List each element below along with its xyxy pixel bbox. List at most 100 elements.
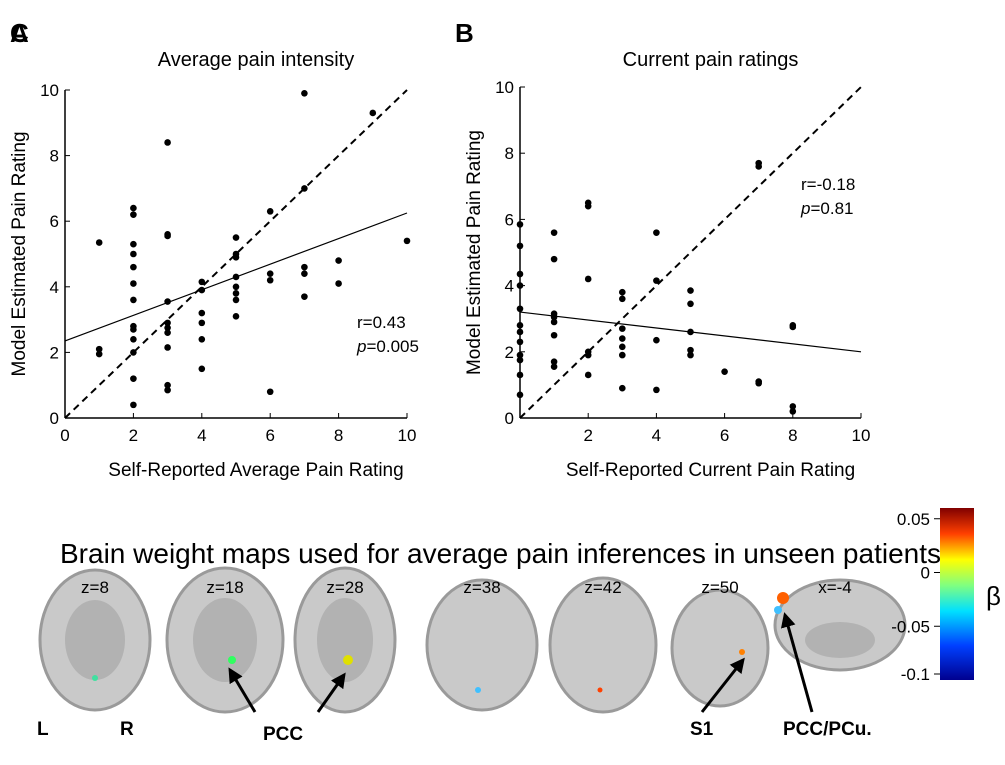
- y-tick-label: 10: [495, 78, 514, 97]
- figure: C Brain weight maps used for average pai…: [0, 0, 1005, 765]
- point: [653, 387, 660, 394]
- x-tick-label: 6: [720, 426, 729, 445]
- annotation-p: p: [356, 337, 366, 356]
- chart-title: Average pain intensity: [158, 49, 354, 71]
- y-tick-label: 10: [40, 81, 59, 100]
- x-tick-label: 4: [197, 426, 206, 445]
- point: [721, 368, 728, 375]
- point: [199, 287, 206, 294]
- x-axis-label: Self-Reported Current Pain Rating: [566, 460, 855, 481]
- point: [130, 241, 137, 248]
- x-tick-label: 8: [334, 426, 343, 445]
- point: [619, 289, 626, 296]
- panel-c-title: Brain weight maps used for average pain …: [60, 538, 941, 569]
- point: [619, 335, 626, 342]
- point: [130, 211, 137, 218]
- point: [164, 387, 171, 394]
- point: [517, 392, 524, 399]
- identity-line: [520, 87, 861, 418]
- point: [517, 339, 524, 346]
- point: [233, 297, 240, 304]
- annotation-value: =0.81: [810, 199, 853, 218]
- point: [164, 139, 171, 146]
- slice-label: z=28: [326, 578, 363, 597]
- point: [517, 271, 524, 278]
- point: [551, 256, 558, 263]
- region-label: PCC: [263, 724, 303, 745]
- x-axis-label: Self-Reported Average Pain Rating: [108, 460, 403, 481]
- point: [653, 229, 660, 236]
- point: [517, 372, 524, 379]
- point: [233, 313, 240, 320]
- point: [301, 185, 308, 192]
- point: [130, 326, 137, 333]
- point: [164, 233, 171, 240]
- point: [653, 337, 660, 344]
- annotation: p=0.005: [356, 337, 419, 356]
- point: [585, 203, 592, 210]
- x-tick-label: 4: [652, 426, 661, 445]
- point: [687, 287, 694, 294]
- point: [517, 329, 524, 336]
- y-tick-label: 2: [505, 343, 514, 362]
- point: [267, 277, 274, 284]
- point: [96, 351, 103, 358]
- slice-label: z=50: [701, 578, 738, 597]
- point: [551, 319, 558, 326]
- point: [619, 344, 626, 351]
- point: [267, 208, 274, 215]
- point: [130, 297, 137, 304]
- colorbar-tick-label: -0.1: [901, 665, 930, 684]
- annotation-p: p: [800, 199, 810, 218]
- annotation-value: =0.005: [366, 337, 418, 356]
- point: [585, 352, 592, 359]
- point: [687, 329, 694, 336]
- point: [517, 221, 524, 228]
- point: [517, 357, 524, 364]
- point: [301, 293, 308, 300]
- annotation: r=0.43: [357, 313, 406, 332]
- point: [233, 254, 240, 261]
- point: [130, 280, 137, 287]
- point: [619, 325, 626, 332]
- region-label: PCC/PCu.: [783, 719, 872, 740]
- point: [199, 310, 206, 317]
- colorbar: [940, 508, 974, 680]
- point: [551, 332, 558, 339]
- y-axis-label: Model Estimated Pain Rating: [9, 131, 30, 376]
- point: [130, 402, 137, 409]
- point: [687, 301, 694, 308]
- point: [755, 163, 762, 170]
- y-tick-label: 8: [50, 147, 59, 166]
- colorbar-tick-label: 0.05: [897, 510, 930, 529]
- point: [130, 349, 137, 356]
- point: [233, 290, 240, 297]
- slice-label: z=8: [81, 578, 109, 597]
- slice-label: z=42: [584, 578, 621, 597]
- point: [301, 264, 308, 271]
- hemisphere-label: L: [37, 719, 49, 740]
- point: [585, 372, 592, 379]
- point: [585, 276, 592, 283]
- colorbar-tick-label: 0: [921, 564, 930, 583]
- x-tick-label: 8: [788, 426, 797, 445]
- point: [404, 238, 411, 245]
- point: [130, 375, 137, 382]
- point: [517, 322, 524, 329]
- point: [164, 344, 171, 351]
- y-tick-label: 4: [50, 278, 59, 297]
- slice-label: z=38: [463, 578, 500, 597]
- point: [130, 336, 137, 343]
- annotation: r=-0.18: [801, 175, 855, 194]
- y-tick-label: 8: [505, 144, 514, 163]
- point: [335, 257, 342, 264]
- point: [790, 324, 797, 331]
- hemisphere-label: R: [120, 719, 134, 740]
- point: [517, 305, 524, 312]
- colorbar-label: β: [986, 581, 1001, 611]
- y-tick-label: 0: [505, 409, 514, 428]
- point: [199, 366, 206, 373]
- y-tick-label: 0: [50, 409, 59, 428]
- point: [267, 388, 274, 395]
- point: [619, 352, 626, 359]
